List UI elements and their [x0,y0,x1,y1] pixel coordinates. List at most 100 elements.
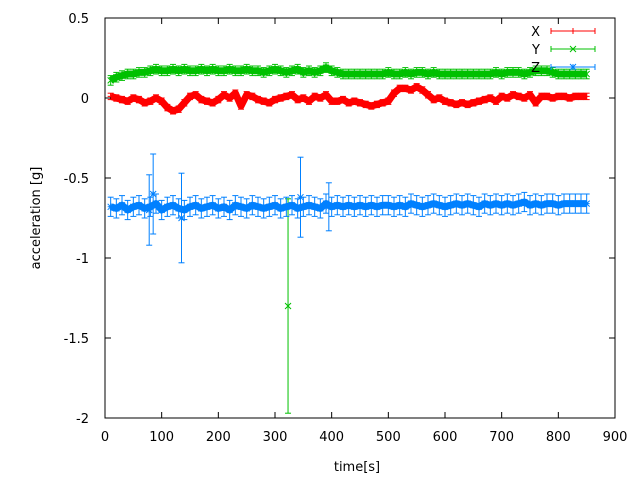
data-point [311,203,319,211]
data-point [181,99,188,106]
data-point [214,205,222,212]
y-tick-label: 0.5 [68,12,89,27]
outlier-point [149,190,157,198]
data-point [402,85,409,92]
data-point [554,201,562,209]
data-point [186,67,194,75]
data-point [532,99,539,106]
data-point [351,98,358,105]
legend: XYZ [531,25,596,76]
data-point [294,96,301,103]
legend-label: X [531,25,540,40]
data-point [385,98,392,105]
data-point [435,201,443,209]
data-point [447,99,454,106]
data-point [492,200,500,207]
data-point [209,65,217,73]
data-point [124,98,131,105]
data-point [566,70,574,78]
data-point [413,83,420,90]
data-point [180,65,188,73]
data-point [419,87,426,93]
data-point [532,200,540,207]
data-point [345,70,353,78]
outlier-point [145,206,153,214]
data-point [186,203,194,211]
data-point [192,201,200,209]
data-point [277,205,285,212]
data-point [112,205,120,212]
data-point [220,67,228,75]
axes: 0 100 200 300 400 500 600 700 800 900 0.5 0 -0.5 -1 -1… [64,12,628,445]
data-point [379,99,386,106]
x-axis-label: time[s] [334,460,380,475]
data-point [418,69,426,76]
x-tick-label: 800 [546,430,571,445]
data-point [459,99,465,106]
data-point [424,201,432,209]
data-point [418,203,426,211]
data-point [158,206,166,214]
outlier-point [325,203,333,211]
data-point [288,67,296,75]
data-point [578,93,584,100]
data-point [430,200,438,207]
plot-area [107,62,591,414]
data-point [328,98,335,105]
y-tick-label: -0.5 [64,172,89,187]
data-point [384,201,392,209]
data-point [124,70,132,78]
data-point [510,91,516,98]
x-tick-label: 500 [376,430,401,445]
data-point [407,70,415,78]
data-point [300,95,307,101]
data-point [305,201,313,209]
data-point [232,90,239,97]
data-point [316,67,324,75]
data-point [294,65,302,73]
data-point [549,69,557,76]
data-point [391,90,397,97]
data-point [368,103,375,109]
data-point [577,70,585,78]
data-point [470,99,477,106]
data-point [260,69,268,76]
data-point [453,101,460,108]
data-point [169,201,177,209]
x-tick-label: 0 [101,430,109,445]
data-point [537,67,545,75]
data-point [209,201,217,209]
data-point [481,200,489,207]
data-point [254,203,262,211]
data-point [509,69,517,76]
data-point [373,70,381,78]
data-point [198,96,205,103]
data-point [118,201,126,209]
data-point [214,67,222,75]
data-point [112,73,120,81]
x-tick-label: 400 [319,430,344,445]
data-point [407,200,415,207]
data-point [441,203,449,211]
data-point [475,203,483,211]
x-tick-label: 200 [206,430,231,445]
data-point [197,65,205,73]
data-point [170,107,176,114]
data-point [299,69,307,76]
outlier-point [284,302,292,310]
data-point [249,93,256,100]
data-point [583,200,591,207]
data-point [192,67,200,75]
data-point [271,65,279,73]
series-Y [107,62,591,414]
data-point [350,70,358,78]
data-point [390,203,398,211]
data-point [560,200,568,207]
data-point [367,201,375,209]
outlier-point [178,214,185,222]
data-point [373,203,381,211]
data-point [277,67,285,75]
data-point [532,67,540,75]
data-point [322,200,330,207]
data-point [469,70,477,78]
